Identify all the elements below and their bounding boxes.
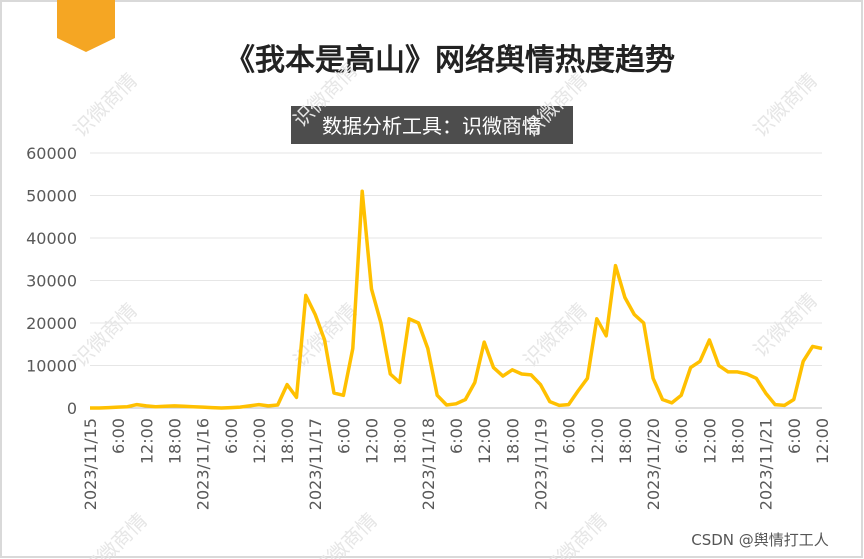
chart-title: 《我本是高山》网络舆情热度趋势: [225, 43, 675, 78]
x-tick-label: 6:00: [222, 418, 241, 454]
x-tick-label: 12:00: [475, 418, 494, 464]
subtitle-box: [291, 106, 573, 144]
y-tick-label: 40000: [26, 229, 77, 248]
y-tick-label: 60000: [26, 144, 77, 163]
credit: CSDN @舆情打工人: [691, 531, 829, 549]
x-tick-label: 12:00: [813, 418, 832, 464]
subtitle: 数据分析工具：识微商情: [322, 114, 542, 138]
x-tick-label: 18:00: [391, 418, 410, 464]
x-tick-label: 6:00: [447, 418, 466, 454]
x-tick-label: 2023/11/18: [419, 418, 438, 510]
x-tick-label: 18:00: [278, 418, 297, 464]
x-tick-label: 6:00: [109, 418, 128, 454]
x-tick-label: 18:00: [616, 418, 635, 464]
x-tick-label: 2023/11/19: [531, 418, 550, 510]
x-tick-label: 12:00: [137, 418, 156, 464]
y-tick-label: 20000: [26, 314, 77, 333]
y-tick-label: 50000: [26, 187, 77, 206]
y-tick-label: 0: [67, 399, 77, 418]
x-tick-label: 6:00: [560, 418, 579, 454]
x-tick-label: 2023/11/17: [306, 418, 325, 510]
x-tick-label: 12:00: [250, 418, 269, 464]
corner-tag: [57, 0, 115, 52]
y-tick-label: 30000: [26, 272, 77, 291]
data-line: [90, 189, 823, 410]
x-tick-label: 6:00: [672, 418, 691, 454]
x-tick-label: 6:00: [334, 418, 353, 454]
x-tick-label: 6:00: [785, 418, 804, 454]
x-tick-label: 2023/11/15: [81, 418, 100, 510]
x-tick-label: 18:00: [165, 418, 184, 464]
x-tick-label: 18:00: [503, 418, 522, 464]
x-tick-label: 18:00: [729, 418, 748, 464]
x-tick-label: 2023/11/21: [757, 418, 776, 510]
x-tick-label: 12:00: [700, 418, 719, 464]
x-tick-label: 12:00: [588, 418, 607, 464]
y-tick-label: 10000: [26, 357, 77, 376]
x-tick-label: 12:00: [363, 418, 382, 464]
x-tick-label: 2023/11/16: [194, 418, 213, 510]
x-tick-label: 2023/11/20: [644, 418, 663, 510]
